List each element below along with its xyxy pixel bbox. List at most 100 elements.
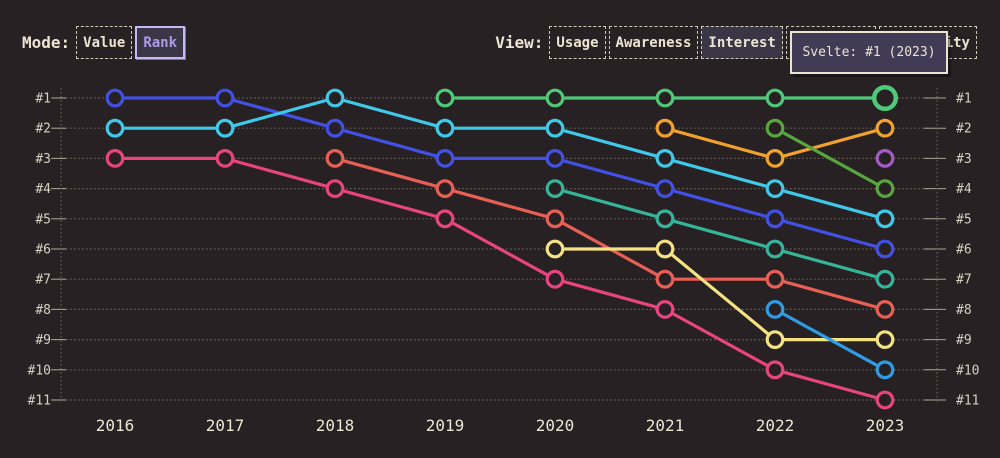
y-axis-label-left-#6: #6 [35,243,51,258]
point-series-teal-2020[interactable] [545,179,565,199]
mode-label: Mode: [22,33,71,52]
y-axis-label-right-#3: #3 [956,152,972,167]
y-axis-label-right-#11: #11 [956,394,979,409]
point-series-green-2023[interactable] [875,179,895,199]
point-series-cyan-2019[interactable] [435,118,455,138]
point-Svelte-2019[interactable] [435,88,455,108]
hover-tooltip: Svelte: #1 (2023) [790,31,948,74]
line-series-pink [113,156,887,402]
line-series-red [333,156,887,311]
x-axis-label-2020[interactable]: 2020 [536,416,575,435]
y-axis-label-right-#4: #4 [956,182,972,197]
x-axis-label-2021[interactable]: 2021 [646,416,685,435]
view-option-interest[interactable]: Interest [701,26,783,59]
y-axis-label-right-#10: #10 [956,363,979,378]
point-series-teal-2022[interactable] [765,239,785,259]
point-series-cyan-2022[interactable] [765,179,785,199]
point-series-blue-2018[interactable] [325,118,345,138]
y-axis-label-left-#7: #7 [35,273,51,288]
point-series-cyan-2023[interactable] [875,209,895,229]
line-series-sky [773,307,887,372]
y-axis-label-left-#1: #1 [35,92,51,107]
line-series-blue [113,96,887,251]
point-series-blue-2016[interactable] [105,88,125,108]
point-series-yellow-2020[interactable] [545,239,565,259]
mode-toggle: Mode: Value Rank [22,26,186,59]
point-series-teal-2023[interactable] [875,269,895,289]
view-option-usage[interactable]: Usage [549,26,606,59]
point-series-orange-2021[interactable] [655,118,675,138]
point-Svelte-2021[interactable] [655,88,675,108]
point-series-pink-2017[interactable] [215,148,235,168]
mode-option-rank[interactable]: Rank [135,26,186,59]
mode-option-value[interactable]: Value [76,26,133,59]
point-series-sky-2023[interactable] [875,360,895,380]
point-series-pink-2016[interactable] [105,148,125,168]
y-axis-label-right-#5: #5 [956,212,972,227]
point-series-red-2018[interactable] [325,148,345,168]
point-series-blue-2022[interactable] [765,209,785,229]
point-series-blue-2023[interactable] [875,239,895,259]
point-series-cyan-2018[interactable] [325,88,345,108]
y-axis-label-right-#6: #6 [956,243,972,258]
y-axis-label-left-#3: #3 [35,152,51,167]
point-series-blue-2019[interactable] [435,148,455,168]
point-series-sky-2022[interactable] [765,300,785,319]
point-series-red-2019[interactable] [435,179,455,199]
point-series-pink-2018[interactable] [325,179,345,199]
point-series-cyan-2021[interactable] [655,148,675,168]
point-series-red-2020[interactable] [545,209,565,229]
point-Svelte-2022[interactable] [765,88,785,108]
y-axis-label-right-#9: #9 [956,333,972,348]
point-series-cyan-2017[interactable] [215,118,235,138]
point-series-red-2022[interactable] [765,269,785,289]
point-series-orange-2022[interactable] [765,148,785,168]
point-Svelte-2023-highlighted[interactable] [871,84,899,112]
point-series-yellow-2022[interactable] [765,330,785,350]
point-series-teal-2021[interactable] [655,209,675,229]
y-axis-label-right-#8: #8 [956,303,972,318]
x-axis-label-2019[interactable]: 2019 [426,416,465,435]
y-axis-label-left-#10: #10 [28,363,51,378]
point-Svelte-2020[interactable] [545,88,565,108]
x-axis-label-2022[interactable]: 2022 [756,416,795,435]
point-series-orange-2023[interactable] [875,118,895,138]
point-series-yellow-2021[interactable] [655,239,675,259]
y-axis-label-right-#7: #7 [956,273,972,288]
point-series-pink-2022[interactable] [765,360,785,380]
line-series-teal [553,187,887,281]
y-axis-label-left-#4: #4 [35,182,51,197]
y-axis-label-left-#2: #2 [35,122,51,137]
tooltip-text: Svelte: #1 (2023) [802,45,936,60]
y-axis-label-left-#8: #8 [35,303,51,318]
line-series-green [773,126,887,191]
y-axis-label-left-#11: #11 [28,394,51,409]
x-axis-label-2023[interactable]: 2023 [866,416,905,435]
view-label: View: [495,33,544,52]
point-series-pink-2023[interactable] [875,390,895,410]
point-series-cyan-2020[interactable] [545,118,565,138]
point-series-blue-2017[interactable] [215,88,235,108]
y-axis-label-right-#1: #1 [956,92,972,107]
y-axis-label-left-#9: #9 [35,333,51,348]
point-series-purple-2023[interactable] [875,148,895,168]
x-axis-label-2016[interactable]: 2016 [96,416,135,435]
line-series-cyan [113,96,887,221]
x-axis-label-2018[interactable]: 2018 [316,416,355,435]
y-axis-label-left-#5: #5 [35,212,51,227]
point-series-pink-2019[interactable] [435,209,455,229]
point-series-red-2021[interactable] [655,269,675,289]
view-option-awareness[interactable]: Awareness [608,26,699,59]
point-series-red-2023[interactable] [875,300,895,319]
point-series-pink-2021[interactable] [655,300,675,319]
y-axis-label-right-#2: #2 [956,122,972,137]
point-series-cyan-2016[interactable] [105,118,125,138]
point-series-blue-2020[interactable] [545,148,565,168]
point-series-yellow-2023[interactable] [875,330,895,350]
point-series-green-2022[interactable] [765,118,785,138]
point-series-blue-2021[interactable] [655,179,675,199]
point-series-pink-2020[interactable] [545,269,565,289]
x-axis-label-2017[interactable]: 2017 [206,416,245,435]
